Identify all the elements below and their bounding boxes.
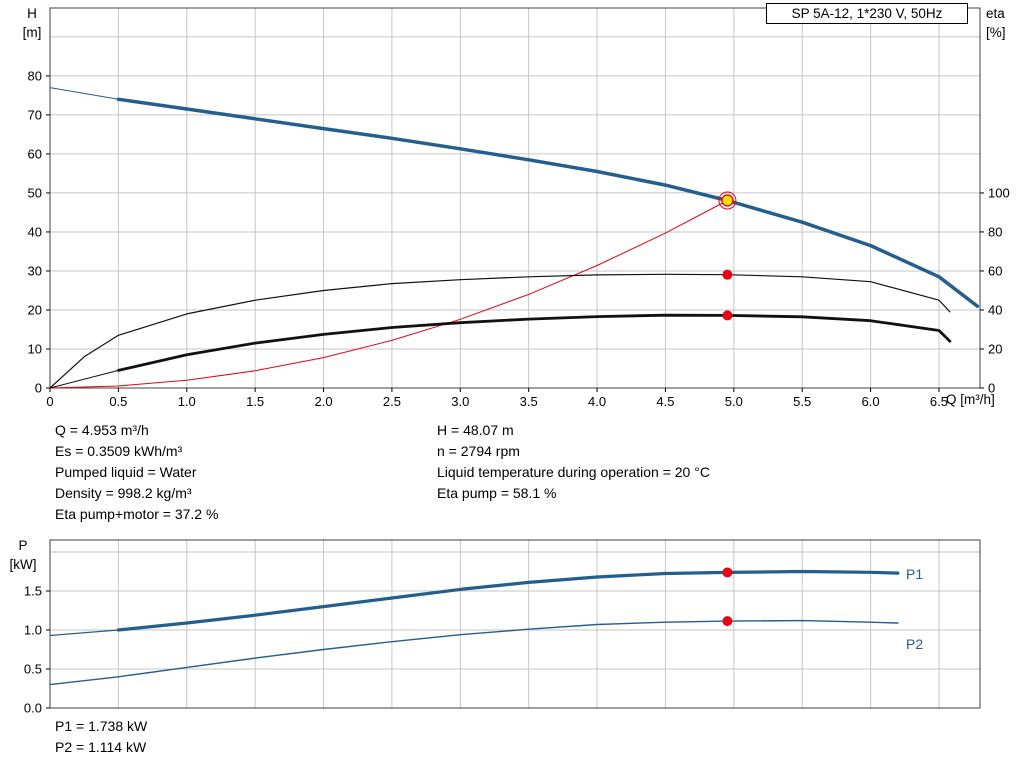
p-axis-unit: [kW]: [9, 557, 37, 572]
y-tick-label-left: 1.5: [24, 584, 42, 599]
y-tick-label-left: 80: [28, 68, 42, 83]
system-curve: [49, 200, 728, 389]
result-pumped-liquid: Pumped liquid = Water: [55, 464, 197, 480]
x-tick-label: 6.0: [862, 394, 880, 409]
q-axis-title: Q [m³/h]: [946, 392, 995, 407]
x-tick-label: 2.0: [314, 394, 332, 409]
plot-border: [49, 7, 981, 389]
pump-model-box: SP 5A-12, 1*230 V, 50Hz: [766, 3, 968, 24]
x-tick-label: 1.0: [178, 394, 196, 409]
hq-eta-chart: 0 0.5 1.0 1.5 2.0 2.5 3.0 3.5 4.0 4.5 5.0 5.5 6.0 6.5…: [28, 7, 1010, 409]
p1-curve: [116, 569, 900, 632]
duty-point[interactable]: [721, 194, 734, 207]
p2-point: [722, 616, 733, 627]
plot-border: [49, 539, 981, 709]
duty-results-right: H = 48.07 m n = 2794 rpm Liquid temperat…: [437, 420, 710, 504]
eta-axis-unit: [%]: [986, 25, 1006, 40]
y-tick-label-left: 70: [28, 107, 42, 122]
p1-curve-label: P1: [906, 566, 924, 582]
y-tick-label-right: 0: [988, 381, 995, 396]
y-tick-label-left: 40: [28, 224, 42, 239]
result-head: H = 48.07 m: [437, 422, 514, 438]
y-tick-label-right: 80: [988, 224, 1002, 239]
eta-axis-title: eta [%]: [986, 4, 1024, 42]
y-tick-label-right: 20: [988, 341, 1002, 356]
result-flow: Q = 4.953 m³/h: [55, 422, 149, 438]
x-tick-label: 3.0: [451, 394, 469, 409]
y-tick-label-right: 60: [988, 263, 1002, 278]
p2-curve: [49, 619, 899, 686]
x-tick-label: 0: [46, 394, 53, 409]
x-tick-label: 5.5: [793, 394, 811, 409]
p2-curve-label: P2: [906, 636, 924, 652]
eta-axis-name: eta: [986, 6, 1005, 21]
result-p2: P2 = 1.114 kW: [55, 739, 147, 755]
x-tick-label: 6.5: [930, 394, 948, 409]
y-tick-label-right: 100: [988, 185, 1010, 200]
y-tick-label-left: 0: [35, 381, 42, 396]
result-liquid-temperature: Liquid temperature during operation = 20…: [437, 464, 710, 480]
x-tick-label: 2.5: [383, 394, 401, 409]
x-tick-label: 4.5: [656, 394, 674, 409]
p1-curve: [49, 629, 120, 637]
power-chart: 0.0 0.5 1.0 1.5: [24, 539, 981, 716]
hq-curve: [49, 87, 119, 100]
result-speed: n = 2794 rpm: [437, 443, 520, 459]
duty-results-left: Q = 4.953 m³/h Es = 0.3509 kWh/m³ Pumped…: [55, 420, 218, 525]
p-axis-title: P [kW]: [3, 536, 43, 574]
y-tick-label-left: 0.0: [24, 701, 42, 716]
x-tick-label: 1.5: [246, 394, 264, 409]
eta-pump-motor-point: [722, 310, 733, 321]
h-axis-unit: [m]: [22, 25, 42, 40]
y-tick-label-left: 20: [28, 302, 42, 317]
h-axis-name: H: [27, 6, 37, 21]
y-tick-label-left: 1.0: [24, 623, 42, 638]
y-tick-label-left: 0.5: [24, 662, 42, 677]
hq-curve: [116, 97, 980, 308]
p-axis-name: P: [18, 538, 28, 553]
power-results: P1 = 1.738 kW P2 = 1.114 kW: [55, 716, 147, 758]
result-eta-pump-motor: Eta pump+motor = 37.2 %: [55, 506, 219, 522]
result-density: Density = 998.2 kg/m³: [55, 485, 192, 501]
eta-pump-curve: [49, 273, 951, 389]
eta-pump-motor-curve: [49, 369, 119, 389]
y-tick-label-left: 60: [28, 146, 42, 161]
p1-point: [722, 567, 733, 578]
y-tick-label-left: 50: [28, 185, 42, 200]
eta-pump-point: [722, 269, 733, 280]
h-axis-title: H [m]: [14, 4, 50, 42]
duty-point-ring: [718, 191, 737, 210]
x-tick-label: 3.5: [520, 394, 538, 409]
x-tick-label: 5.0: [725, 394, 743, 409]
result-specific-energy: Es = 0.3509 kWh/m³: [55, 443, 183, 459]
x-tick-label: 0.5: [109, 394, 127, 409]
y-tick-label-left: 30: [28, 263, 42, 278]
y-tick-label-right: 40: [988, 302, 1002, 317]
x-tick-label: 4.0: [588, 394, 606, 409]
result-p1: P1 = 1.738 kW: [55, 718, 148, 734]
result-eta-pump: Eta pump = 58.1 %: [437, 485, 557, 501]
eta-pump-motor-curve: [117, 313, 952, 372]
y-tick-label-left: 10: [28, 341, 42, 356]
